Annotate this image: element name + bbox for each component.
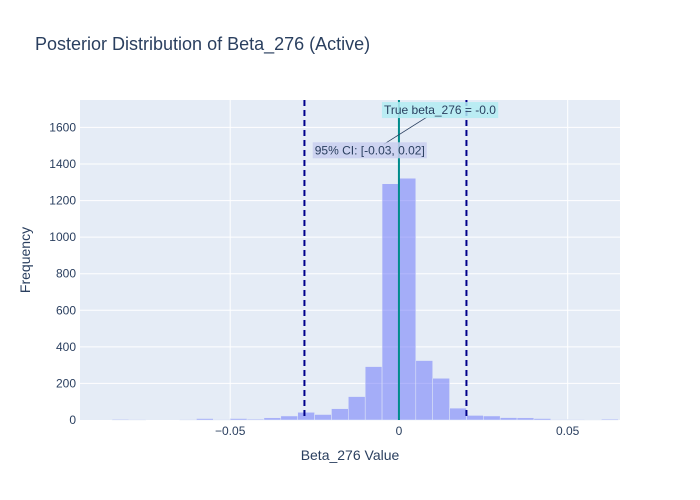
x-tick-label: 0 <box>396 424 403 438</box>
histogram-bars <box>111 178 619 421</box>
histogram-bar <box>246 418 265 421</box>
y-tick-labels: 0 200 400 600 800 1000 1200 1400 1600 <box>49 120 76 427</box>
histogram-bar <box>263 417 282 421</box>
annotations: 95% CI: [-0.03, 0.02] True beta_276 = -0.… <box>312 102 499 159</box>
histogram-bar <box>179 419 197 421</box>
histogram-bar <box>550 419 568 421</box>
histogram-bar <box>483 415 501 421</box>
x-tick-labels: −0.05 0 0.05 <box>215 424 580 438</box>
histogram-bar <box>398 178 417 421</box>
true-value-annotation-text: True beta_276 = -0.0 <box>384 103 496 117</box>
y-tick-label: 200 <box>56 376 76 390</box>
histogram-bar <box>601 418 619 421</box>
y-tick-label: 1400 <box>49 157 76 171</box>
grid-lines <box>80 100 620 420</box>
histogram-bar <box>280 415 298 421</box>
ci-annotation-text: 95% CI: [-0.03, 0.02] <box>315 143 425 157</box>
ci-annotation-bg <box>312 142 427 159</box>
x-axis-title: Beta_276 Value <box>301 447 400 463</box>
histogram-bar <box>297 412 315 421</box>
true-value-annotation: True beta_276 = -0.0 <box>381 102 499 119</box>
histogram-bar <box>196 418 214 421</box>
y-tick-label: 1000 <box>49 230 76 244</box>
histogram-bar <box>415 360 433 421</box>
histogram-bar <box>348 396 366 421</box>
chart-title: Posterior Distribution of Beta_276 (Acti… <box>35 34 370 55</box>
y-axis-title: Frequency <box>17 227 33 293</box>
y-tick-label: 0 <box>69 413 76 427</box>
histogram-bar <box>432 378 450 421</box>
annotation-arrow <box>383 116 428 145</box>
true-value-annotation-bg <box>381 102 499 119</box>
histogram-bar <box>111 419 130 421</box>
y-tick-label: 1600 <box>49 120 76 134</box>
histogram-bar <box>331 408 349 421</box>
x-tick-label: 0.05 <box>556 424 580 438</box>
histogram-bar <box>381 183 400 421</box>
histogram-bar <box>567 419 585 421</box>
ci-annotation: 95% CI: [-0.03, 0.02] <box>312 142 427 159</box>
histogram-bar <box>533 418 552 421</box>
y-tick-label: 800 <box>56 267 76 281</box>
histogram-bar <box>466 415 484 421</box>
y-tick-label: 1200 <box>49 194 76 208</box>
histogram-bar <box>128 419 147 421</box>
y-tick-label: 600 <box>56 303 76 317</box>
histogram-bar <box>516 417 535 421</box>
histogram-bar <box>499 417 518 421</box>
y-tick-label: 400 <box>56 340 76 354</box>
histogram-bar <box>449 407 467 421</box>
histogram-bar <box>364 366 383 421</box>
x-tick-label: −0.05 <box>215 424 246 438</box>
histogram-bar <box>229 418 248 421</box>
histogram-bar <box>314 414 332 421</box>
histogram-bar <box>213 419 231 421</box>
